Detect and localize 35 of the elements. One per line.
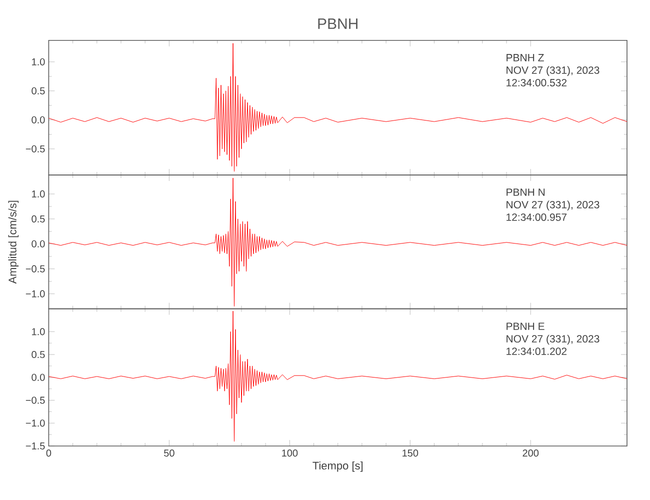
line-series bbox=[48, 178, 627, 307]
y-tick-label: 1.0 bbox=[32, 190, 45, 198]
y-tick-label: −1.0 bbox=[26, 290, 45, 298]
annotation: 12:34:01.202 bbox=[506, 348, 567, 356]
line-series bbox=[48, 43, 627, 172]
line-series bbox=[48, 310, 627, 442]
y-tick-label: 0.0 bbox=[32, 240, 45, 248]
y-axis-title: Amplitud [cm/s/s] bbox=[8, 200, 19, 284]
annotation: 12:34:00.957 bbox=[506, 213, 567, 221]
x-tick-label: 50 bbox=[164, 450, 174, 457]
y-tick-label: 0.0 bbox=[32, 374, 45, 381]
x-tick-label: 100 bbox=[282, 450, 298, 457]
y-tick-label: 0.5 bbox=[32, 87, 45, 94]
y-tick-label: 0.5 bbox=[32, 350, 45, 358]
annotation: NOV 27 (331), 2023 bbox=[506, 200, 600, 210]
x-tick-label: 150 bbox=[402, 450, 418, 457]
y-tick-label: 0.5 bbox=[32, 215, 45, 222]
x-tick-label: 0 bbox=[46, 450, 52, 457]
y-tick-label: −1.5 bbox=[26, 442, 45, 450]
annotation: PBNH N bbox=[506, 188, 545, 196]
x-tick-label: 200 bbox=[522, 450, 539, 457]
annotation: PBNH E bbox=[506, 322, 544, 330]
y-tick-label: −0.5 bbox=[26, 265, 45, 272]
annotation: NOV 27 (331), 2023 bbox=[506, 334, 600, 345]
x-axis-title: Tiempo [s] bbox=[312, 461, 363, 472]
annotation: 12:34:00.532 bbox=[506, 78, 567, 86]
y-tick-label: 1.0 bbox=[32, 58, 45, 66]
annotation: PBNH Z bbox=[506, 54, 544, 62]
annotation: NOV 27 (331), 2023 bbox=[506, 66, 600, 76]
y-tick-label: 1.0 bbox=[32, 328, 45, 336]
y-tick-label: 0.0 bbox=[32, 116, 45, 124]
y-tick-label: −1.0 bbox=[26, 420, 45, 427]
y-tick-label: −0.5 bbox=[26, 145, 45, 152]
chart-title: PBNH bbox=[318, 18, 358, 29]
y-tick-label: −0.5 bbox=[26, 396, 45, 404]
